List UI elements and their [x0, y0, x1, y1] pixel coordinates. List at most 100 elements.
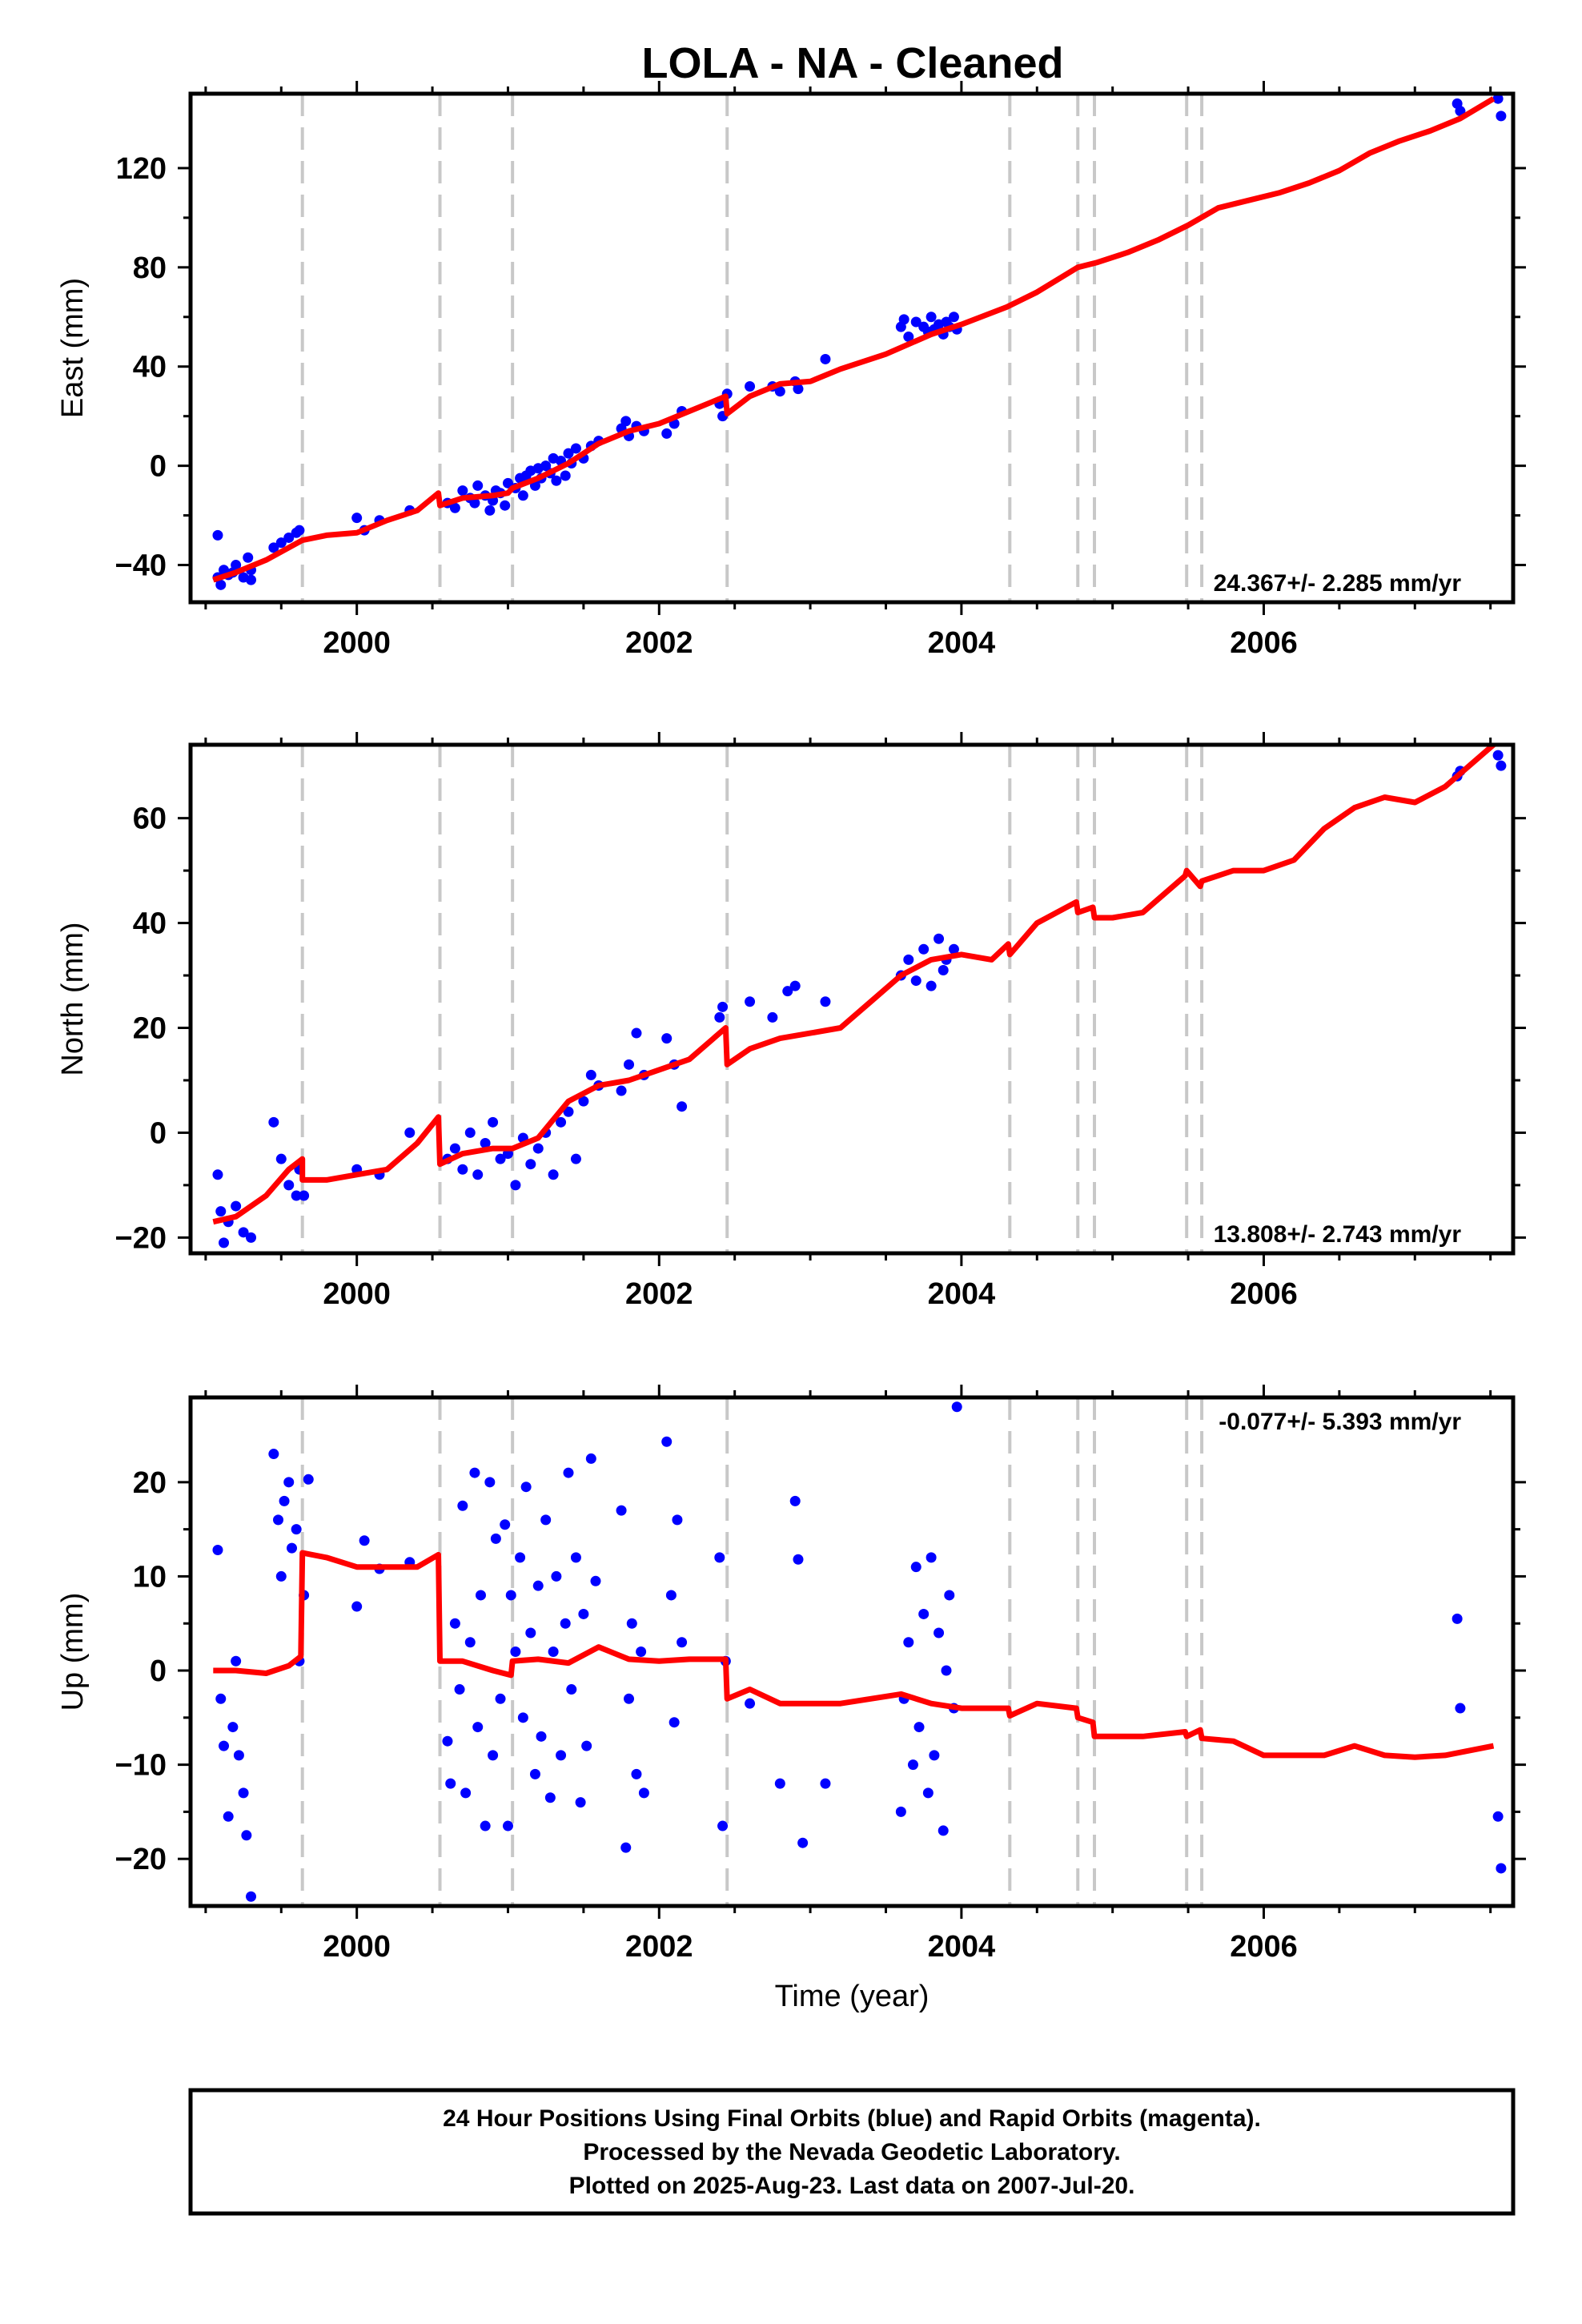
- data-point: [219, 1237, 230, 1248]
- data-point: [490, 1533, 501, 1544]
- data-point: [1496, 1863, 1507, 1874]
- data-point: [590, 1575, 601, 1586]
- data-point: [934, 1627, 945, 1638]
- data-point: [303, 1474, 314, 1485]
- data-point: [246, 1891, 257, 1902]
- plot-frame: [188, 1395, 1516, 1908]
- data-point: [1492, 94, 1504, 104]
- data-point: [793, 384, 804, 395]
- data-point: [570, 1552, 581, 1563]
- data-point: [944, 1590, 955, 1601]
- footer-frame: [188, 2088, 1516, 2216]
- data-point: [283, 1180, 295, 1191]
- data-point: [215, 579, 227, 590]
- data-point: [669, 1717, 680, 1728]
- data-point: [745, 996, 756, 1007]
- data-point: [929, 1750, 940, 1761]
- data-point: [665, 1590, 677, 1601]
- x-tick-label: 2002: [625, 626, 693, 660]
- data-point: [903, 954, 914, 965]
- data-point: [620, 416, 632, 427]
- data-point: [246, 574, 257, 585]
- data-point: [560, 470, 571, 481]
- data-point: [797, 1837, 809, 1848]
- data-point: [472, 1169, 484, 1180]
- data-point: [820, 353, 831, 364]
- data-point: [717, 1001, 729, 1012]
- data-point: [517, 490, 528, 501]
- data-point: [275, 1570, 287, 1582]
- y-tick-label: −20: [115, 1843, 167, 1876]
- data-point: [464, 1637, 476, 1648]
- y-tick-label: 40: [133, 907, 167, 941]
- data-point: [529, 1768, 540, 1779]
- data-point: [472, 1722, 484, 1733]
- data-point: [745, 1698, 756, 1709]
- data-point: [922, 1787, 934, 1799]
- footer-line-3: Plotted on 2025-Aug-23. Last data on 200…: [569, 2173, 1135, 2199]
- data-point: [918, 1608, 930, 1619]
- north-axis-label: North (mm): [56, 922, 90, 1076]
- data-point: [404, 1127, 416, 1138]
- data-point: [488, 1116, 499, 1128]
- data-point: [231, 560, 242, 571]
- data-point: [898, 314, 909, 325]
- data-point: [454, 1684, 465, 1695]
- data-point: [714, 1011, 725, 1023]
- data-point: [502, 1820, 513, 1831]
- x-tick-label: 2002: [625, 1277, 693, 1311]
- data-point: [661, 428, 673, 439]
- data-point: [624, 1693, 635, 1704]
- data-point: [223, 1811, 234, 1822]
- data-point: [212, 1169, 223, 1180]
- data-point: [275, 537, 287, 549]
- data-point: [246, 1232, 257, 1243]
- rate-label: 13.808+/- 2.743 mm/yr: [1214, 1221, 1462, 1248]
- data-point: [918, 943, 930, 955]
- data-point: [926, 980, 937, 991]
- data-point: [525, 1627, 536, 1638]
- data-point: [556, 1116, 567, 1128]
- data-point: [480, 1820, 491, 1831]
- data-point: [548, 1169, 559, 1180]
- data-point: [661, 1033, 673, 1044]
- data-point: [1496, 111, 1507, 122]
- data-point: [215, 1206, 227, 1217]
- plot-frame: [188, 742, 1516, 1256]
- data-point: [495, 1153, 506, 1164]
- x-tick-label: 2006: [1230, 1930, 1298, 1964]
- y-tick-label: 40: [133, 351, 167, 384]
- data-point: [934, 933, 945, 944]
- data-point: [620, 1842, 632, 1853]
- data-point: [585, 1453, 596, 1464]
- data-point: [774, 386, 785, 397]
- y-tick-label: −10: [115, 1749, 167, 1783]
- data-point: [1492, 750, 1504, 761]
- data-point: [948, 312, 959, 323]
- data-point: [548, 1647, 559, 1657]
- data-point: [789, 1495, 801, 1506]
- data-point: [238, 1787, 249, 1799]
- data-point: [457, 1164, 468, 1175]
- y-tick-label: 20: [133, 1466, 167, 1500]
- data-point: [540, 460, 552, 472]
- y-tick-label: −20: [115, 1221, 167, 1255]
- data-point: [820, 996, 831, 1007]
- data-point: [502, 477, 513, 489]
- data-point: [500, 1519, 511, 1530]
- data-point: [510, 1180, 521, 1191]
- footer-line-2: Processed by the Nevada Geodetic Laborat…: [583, 2139, 1120, 2165]
- data-point: [556, 1750, 567, 1761]
- data-point: [268, 1449, 279, 1460]
- data-point: [926, 312, 937, 323]
- data-points-group: [212, 750, 1507, 1248]
- data-point: [631, 1027, 642, 1039]
- data-point: [231, 1200, 242, 1212]
- data-point: [291, 1524, 302, 1535]
- data-point: [219, 1740, 230, 1751]
- data-point: [624, 1059, 635, 1070]
- data-point: [520, 1482, 532, 1493]
- y-tick-label: 0: [150, 1655, 167, 1688]
